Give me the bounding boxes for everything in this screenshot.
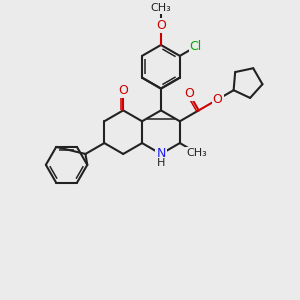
Text: CH₃: CH₃ xyxy=(151,3,171,13)
Text: O: O xyxy=(184,87,194,100)
Text: N: N xyxy=(156,148,166,160)
Text: Cl: Cl xyxy=(190,40,202,53)
Text: O: O xyxy=(118,84,128,97)
Text: H: H xyxy=(157,158,165,168)
Text: CH₃: CH₃ xyxy=(186,148,207,158)
Text: O: O xyxy=(213,93,223,106)
Text: O: O xyxy=(156,19,166,32)
